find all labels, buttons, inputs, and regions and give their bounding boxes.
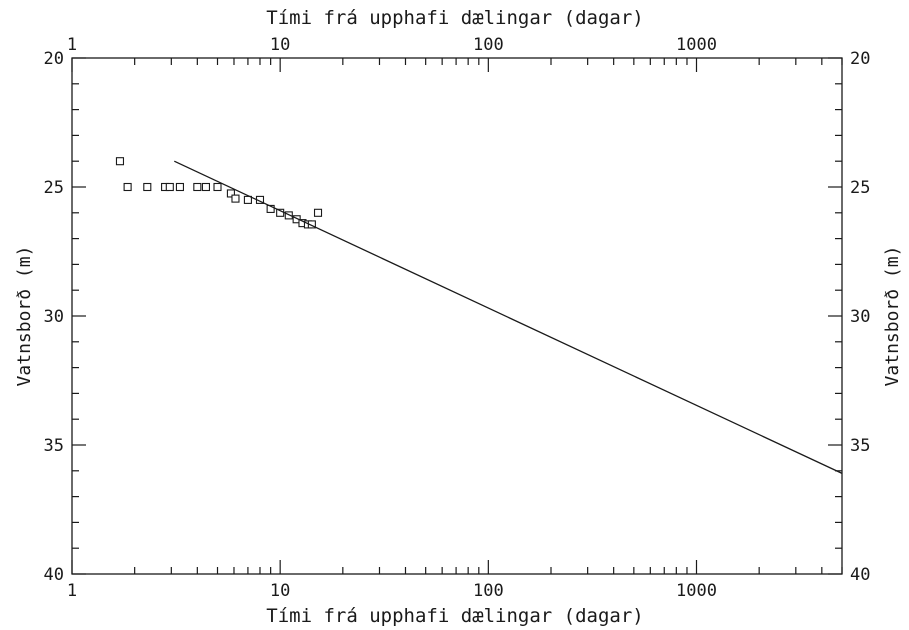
data-point: [231, 194, 240, 203]
x-tick-label: 100: [473, 581, 504, 601]
y-axis-title-right: Vatnsborð (m): [882, 246, 903, 387]
data-point: [143, 182, 152, 192]
x-tick-label-top: 1000: [676, 35, 717, 55]
data-point: [123, 182, 132, 192]
y-tick-label-right: 30: [850, 307, 870, 327]
x-tick-label: 1000: [676, 581, 717, 601]
y-tick-label: 25: [44, 178, 64, 198]
data-point: [226, 189, 235, 198]
x-tick-label: 10: [270, 581, 290, 601]
y-tick-label-right: 25: [850, 178, 870, 198]
y-tick-label-right: 40: [850, 565, 870, 585]
plot-frame: [71, 57, 843, 575]
y-tick-label: 35: [44, 436, 64, 456]
y-tick-label-right: 35: [850, 436, 870, 456]
data-point: [115, 157, 125, 166]
data-point: [201, 182, 210, 192]
data-point: [266, 204, 275, 213]
y-tick-label-right: 20: [850, 49, 870, 69]
x-axis-title: Tími frá upphafi dælingar (dagar): [266, 605, 644, 627]
y-axis-title: Vatnsborð (m): [14, 246, 35, 387]
data-point: [175, 182, 184, 192]
y-tick-label: 40: [44, 565, 64, 585]
y-tick-label: 30: [44, 307, 64, 327]
data-point: [313, 208, 323, 217]
x-tick-label: 1: [67, 581, 77, 601]
data-point: [193, 182, 202, 192]
x-tick-label-top: 100: [473, 35, 504, 55]
data-point: [213, 182, 222, 192]
data-point: [243, 195, 252, 204]
marks-layer: [115, 157, 843, 474]
x-axis-title-top: Tími frá upphafi dælingar (dagar): [266, 7, 644, 29]
trend-line: [174, 160, 843, 474]
x-tick-label-top: 1: [67, 35, 77, 55]
data-point: [165, 182, 174, 192]
y-tick-label: 20: [44, 49, 64, 69]
axes-layer: 1 1 10 10 100 100 1000 1000 20 20 25 25 30 30 35 35 40 40: [44, 35, 871, 601]
x-tick-label-top: 10: [270, 35, 290, 55]
